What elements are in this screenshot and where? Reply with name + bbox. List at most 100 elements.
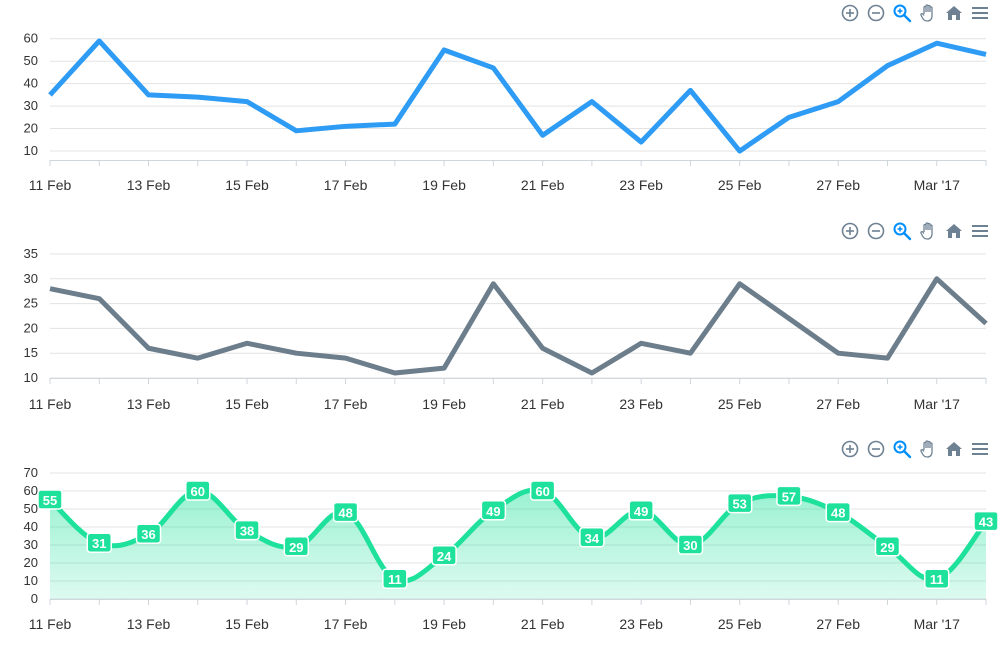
chart-2-data-point: [688, 351, 692, 355]
chart-1-data-point: [196, 95, 200, 99]
chart-1-x-tick-label: Mar '17: [914, 177, 960, 193]
chart-3-y-tick-label: 20: [24, 555, 38, 570]
zoom-out-icon[interactable]: [865, 438, 887, 460]
chart-3-data-label: 49: [628, 500, 654, 521]
chart-2-toolbar: [839, 220, 991, 242]
pan-hand-icon[interactable]: [917, 220, 939, 242]
svg-text:60: 60: [535, 484, 549, 499]
chart-3-data-label: 38: [234, 519, 260, 541]
chart-1-data-point: [97, 39, 101, 43]
menu-icon[interactable]: [969, 2, 991, 24]
chart-3-data-label: 11: [923, 568, 950, 589]
chart-1-y-tick-label: 20: [24, 121, 38, 136]
svg-text:29: 29: [880, 540, 894, 555]
chart-1-x-tick-label: 25 Feb: [718, 177, 762, 193]
chart-3-data-label: 60: [185, 480, 211, 501]
svg-text:24: 24: [437, 549, 452, 564]
svg-text:49: 49: [634, 504, 648, 519]
menu-icon[interactable]: [969, 438, 991, 460]
chart-2-data-point: [541, 346, 545, 350]
chart-3-data-label: 29: [283, 536, 310, 557]
svg-text:55: 55: [43, 493, 57, 508]
chart-1-data-point: [294, 129, 298, 133]
chart-3-y-tick-label: 10: [24, 573, 38, 588]
chart-2-data-point: [97, 297, 101, 301]
chart-2-data-point: [147, 346, 151, 350]
chart-2-data-point: [245, 341, 249, 345]
reset-home-icon[interactable]: [943, 2, 965, 24]
chart-3-y-tick-label: 60: [24, 483, 38, 498]
chart-1-data-point: [787, 115, 791, 119]
zoom-out-icon[interactable]: [865, 2, 887, 24]
pan-hand-icon[interactable]: [917, 2, 939, 24]
chart-1-data-point: [393, 122, 397, 126]
zoom-in-icon[interactable]: [839, 220, 861, 242]
chart-3-x-tick-label: 23 Feb: [619, 616, 663, 632]
chart-2-data-point: [787, 316, 791, 320]
chart-2-data-point: [442, 366, 446, 370]
svg-text:49: 49: [486, 504, 500, 519]
chart-1-data-point: [639, 140, 643, 144]
chart-1-data-point: [836, 100, 840, 104]
chart-2-data-point: [294, 351, 298, 355]
reset-home-icon[interactable]: [943, 438, 965, 460]
chart-1-data-point: [442, 48, 446, 52]
selection-zoom-icon[interactable]: [891, 220, 913, 242]
chart-3-x-tick-label: 25 Feb: [718, 616, 762, 632]
zoom-in-icon[interactable]: [839, 438, 861, 460]
chart-1-y-tick-label: 60: [24, 31, 38, 46]
chart-2-y-tick-label: 15: [24, 345, 38, 360]
zoom-out-icon[interactable]: [865, 220, 887, 242]
chart-3-data-label: 36: [135, 523, 162, 544]
chart-2-y-tick-label: 10: [24, 370, 38, 385]
chart-3-data-label: 43: [973, 510, 999, 532]
chart-2-data-point: [836, 351, 840, 355]
chart-1-data-point: [688, 88, 692, 92]
chart-2-y-tick-label: 20: [24, 320, 38, 335]
chart-2-x-tick-label: 23 Feb: [619, 396, 663, 412]
chart-3-x-tick-label: 15 Feb: [225, 616, 269, 632]
chart-2-data-point: [491, 282, 495, 286]
svg-text:36: 36: [141, 527, 155, 542]
chart-3-y-tick-label: 40: [24, 519, 38, 534]
chart-3-data-label: 60: [529, 480, 556, 501]
svg-text:34: 34: [585, 531, 600, 546]
chart-2-data-point: [885, 356, 889, 360]
chart-1-x-tick-label: 27 Feb: [816, 177, 860, 193]
chart-3-x-tick-label: 11 Feb: [29, 616, 72, 632]
chart-1-data-point: [491, 66, 495, 70]
chart-1-svg: 10 20 30 40 50 60 11 Feb 13 Feb 15 Feb 17 Feb 19 F…: [24, 31, 988, 193]
chart-3-x-tick-label: 21 Feb: [521, 616, 565, 632]
svg-text:30: 30: [683, 538, 697, 553]
chart-3-x-tick-label: 13 Feb: [127, 616, 171, 632]
chart-3-data-label: 53: [726, 492, 753, 514]
selection-zoom-icon[interactable]: [891, 2, 913, 24]
chart-1-y-tick-label: 30: [24, 98, 38, 113]
chart-2-y-tick-label: 25: [24, 296, 38, 311]
chart-3-svg: 0 10 20 30 40 50 60 70 11 Feb 13 Feb 15 Feb 17 Feb 1…: [24, 465, 999, 632]
pan-hand-icon[interactable]: [917, 438, 939, 460]
chart-1-data-point: [245, 100, 249, 104]
zoom-in-icon[interactable]: [839, 2, 861, 24]
chart-3-data-label: 48: [332, 501, 359, 523]
chart-3-y-tick-label: 50: [24, 501, 38, 516]
chart-1-y-tick-label: 10: [24, 143, 38, 158]
reset-home-icon[interactable]: [943, 220, 965, 242]
chart-1-data-point: [984, 52, 988, 56]
chart-2-data-point: [738, 282, 742, 286]
svg-text:11: 11: [930, 572, 944, 587]
chart-1-data-point: [738, 149, 742, 153]
svg-text:60: 60: [191, 484, 205, 499]
chart-1-data-point: [48, 93, 52, 97]
chart-2-data-point: [590, 371, 594, 375]
chart-2-x-tick-label: 19 Feb: [422, 396, 466, 412]
chart-2-line-gray: 10 15 20 25 30 35 11 Feb 13 Feb 15 Feb 17 Feb 19 F…: [0, 218, 999, 428]
chart-1-x-tick-label: 21 Feb: [521, 177, 565, 193]
selection-zoom-icon[interactable]: [891, 438, 913, 460]
menu-icon[interactable]: [969, 220, 991, 242]
chart-1-data-point: [541, 133, 545, 137]
chart-1-data-point: [147, 93, 151, 97]
chart-1-x-tick-label: 19 Feb: [422, 177, 466, 193]
chart-2-data-point: [639, 341, 643, 345]
chart-1-x-tick-label: 11 Feb: [29, 177, 72, 193]
